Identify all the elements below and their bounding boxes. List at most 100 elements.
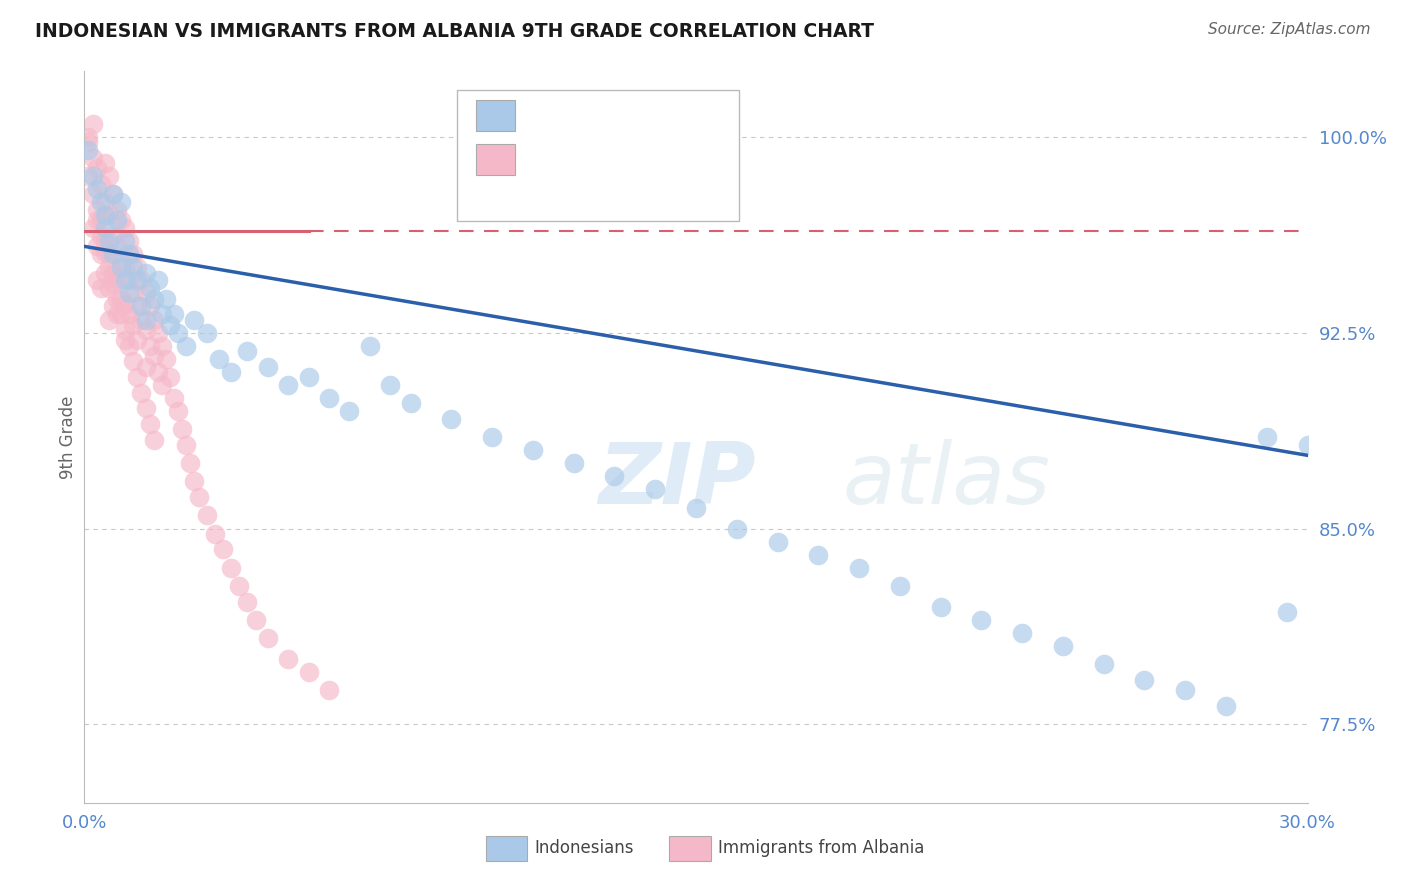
Point — [118, 338, 141, 352]
Point — [105, 307, 128, 321]
Point — [110, 194, 132, 209]
Text: Source: ZipAtlas.com: Source: ZipAtlas.com — [1208, 22, 1371, 37]
Point — [138, 338, 160, 352]
Point — [172, 422, 194, 436]
Point — [114, 323, 136, 337]
FancyBboxPatch shape — [457, 90, 738, 221]
FancyBboxPatch shape — [475, 144, 515, 175]
Point — [183, 312, 205, 326]
Text: atlas: atlas — [842, 440, 1050, 523]
Point — [807, 548, 830, 562]
Point — [114, 334, 136, 348]
Point — [179, 456, 201, 470]
Point — [929, 599, 952, 614]
Point — [277, 652, 299, 666]
Point — [110, 307, 132, 321]
Point — [82, 169, 104, 183]
Point — [174, 438, 197, 452]
Point — [110, 260, 132, 275]
Point — [219, 560, 242, 574]
Point — [155, 292, 177, 306]
Point — [159, 370, 181, 384]
Text: INDONESIAN VS IMMIGRANTS FROM ALBANIA 9TH GRADE CORRELATION CHART: INDONESIAN VS IMMIGRANTS FROM ALBANIA 9T… — [35, 22, 875, 41]
Point — [167, 404, 190, 418]
Point — [380, 377, 402, 392]
Point — [298, 665, 321, 680]
Point — [82, 187, 104, 202]
Point — [93, 244, 115, 259]
Point — [146, 273, 169, 287]
Point — [131, 385, 153, 400]
Point — [399, 396, 422, 410]
Point — [110, 255, 132, 269]
Point — [481, 430, 503, 444]
Point — [90, 177, 112, 191]
Point — [245, 613, 267, 627]
Point — [163, 307, 186, 321]
Point — [142, 312, 165, 326]
Point — [204, 526, 226, 541]
Point — [86, 213, 108, 227]
Point — [114, 273, 136, 287]
Point — [1133, 673, 1156, 687]
Point — [97, 234, 120, 248]
Point — [97, 169, 120, 183]
Point — [90, 213, 112, 227]
Point — [122, 260, 145, 275]
Point — [86, 239, 108, 253]
Point — [135, 265, 157, 279]
Point — [167, 326, 190, 340]
Point — [212, 542, 235, 557]
FancyBboxPatch shape — [485, 837, 527, 862]
Point — [1277, 605, 1299, 619]
Point — [142, 433, 165, 447]
Point — [187, 490, 209, 504]
Point — [101, 300, 124, 314]
Point — [1052, 639, 1074, 653]
Point — [138, 417, 160, 431]
Point — [105, 239, 128, 253]
Point — [183, 475, 205, 489]
Point — [97, 208, 120, 222]
Point — [90, 194, 112, 209]
Point — [93, 221, 115, 235]
Point — [101, 265, 124, 279]
Point — [257, 359, 280, 374]
Point — [90, 247, 112, 261]
Point — [159, 318, 181, 332]
Point — [174, 338, 197, 352]
Point — [86, 202, 108, 217]
Point — [339, 404, 361, 418]
Point — [118, 286, 141, 301]
Point — [93, 208, 115, 222]
Point — [101, 247, 124, 261]
Y-axis label: 9th Grade: 9th Grade — [59, 395, 77, 479]
Point — [131, 300, 153, 314]
Point — [90, 281, 112, 295]
FancyBboxPatch shape — [669, 837, 710, 862]
Point — [150, 307, 173, 321]
Point — [101, 228, 124, 243]
Point — [93, 265, 115, 279]
Point — [77, 135, 100, 149]
Point — [110, 292, 132, 306]
Point — [77, 129, 100, 144]
Point — [138, 281, 160, 295]
Point — [77, 143, 100, 157]
Point — [725, 521, 748, 535]
Point — [359, 338, 381, 352]
Point — [236, 343, 259, 358]
Point — [1296, 438, 1319, 452]
Point — [86, 182, 108, 196]
Point — [440, 411, 463, 425]
Point — [118, 247, 141, 261]
Point — [82, 221, 104, 235]
Point — [131, 273, 153, 287]
Point — [150, 377, 173, 392]
Point — [118, 307, 141, 321]
Point — [135, 401, 157, 416]
Point — [195, 508, 218, 523]
Point — [118, 273, 141, 287]
Point — [86, 273, 108, 287]
Point — [90, 228, 112, 243]
